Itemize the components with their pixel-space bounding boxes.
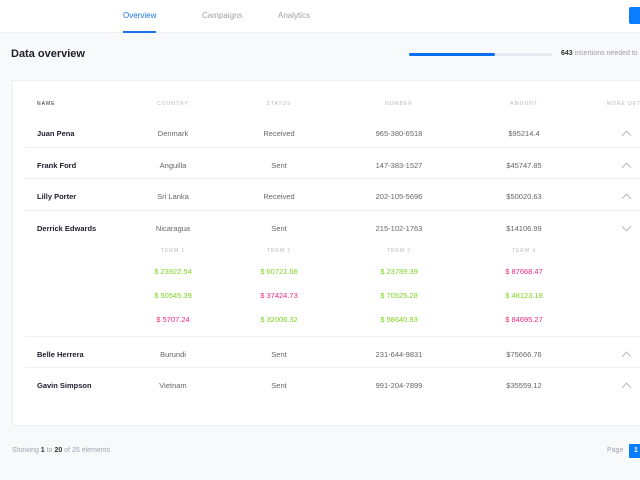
row-divider (25, 367, 640, 368)
insertions-text: 643 insertions needed to (561, 50, 638, 57)
progress-bar (409, 53, 552, 56)
cell-country: Sri Lanka (157, 192, 189, 201)
cell-status: Sent (271, 160, 287, 170)
column-header: COUNTRY (157, 101, 189, 107)
term-header: TERM 3 (386, 247, 412, 254)
cell-number: 215-102-1763 (375, 223, 423, 233)
top-nav: Overview Campaigns Analytics (0, 0, 640, 33)
tab-analytics[interactable]: Analytics (278, 11, 311, 20)
cell-name: Frank Ford (37, 160, 77, 170)
cell-number: 991-204-7899 (375, 381, 423, 390)
tab-campaigns[interactable]: Campaigns (202, 11, 243, 20)
progress-fill (409, 53, 495, 56)
showing-label: Showing (12, 447, 41, 454)
page-title: Data overview (11, 48, 85, 60)
pagination-info: Showing 1 to 20 of 25 elements (12, 447, 110, 454)
page-label: Page (607, 447, 624, 454)
chevron-up-icon[interactable] (621, 193, 632, 204)
cell-status: Sent (271, 381, 287, 390)
cell-country: Nicaragua (155, 223, 191, 233)
cell-country: Anguilla (159, 160, 187, 170)
tab-overview[interactable]: Overview (123, 11, 157, 33)
cell-number: 965-380-6518 (375, 129, 423, 138)
column-header: AMOUNT (510, 101, 538, 107)
total-label: of 25 elements (62, 447, 111, 454)
cell-amount: $50020.63 (506, 192, 542, 201)
to-value: 20 (54, 447, 63, 454)
cell-number: 231-644-9831 (375, 349, 423, 359)
term-header: TERM 2 (266, 247, 292, 254)
column-header: NUMBER (385, 101, 413, 107)
to-label: to (44, 447, 55, 454)
cell-amount: $95214.4 (508, 129, 540, 138)
term-value: $ 87668.47 (505, 266, 543, 276)
insertions-count: 643 (561, 50, 573, 57)
term-value: $ 60721.66 (260, 266, 298, 276)
column-header: STATUS (266, 101, 292, 107)
cell-name: Derrick Edwards (37, 223, 97, 233)
primary-button[interactable] (629, 7, 640, 24)
insertions-label: insertions needed to (572, 50, 638, 57)
term-header: TERM 1 (160, 247, 186, 254)
cell-status: Sent (271, 349, 287, 359)
cell-amount: $75666.76 (506, 349, 542, 359)
from-value: 1 (40, 447, 45, 454)
chevron-up-icon[interactable] (621, 351, 632, 361)
row-divider (25, 146, 640, 148)
chevron-up-icon[interactable] (621, 382, 632, 393)
cell-country: Vietnam (159, 381, 187, 390)
data-table: NAME COUNTRY STATUS NUMBER AMOUNT MORE DETA Ju… (12, 80, 640, 426)
cell-number: 147-383-1527 (375, 160, 423, 170)
term-value: $ 32006.32 (260, 314, 298, 324)
term-value: $ 70525.28 (380, 290, 418, 300)
term-header: TERM 4 (511, 247, 537, 254)
term-value: $ 23922.54 (154, 266, 192, 276)
cell-status: Received (263, 129, 295, 138)
term-value: $ 50545.39 (154, 290, 192, 300)
term-value: $ 58640.93 (380, 314, 418, 324)
chevron-down-icon[interactable] (621, 221, 632, 231)
cell-name: Lilly Porter (37, 192, 77, 201)
cell-amount: $14106.99 (506, 223, 542, 233)
chevron-up-icon[interactable] (621, 130, 632, 141)
term-value: $ 48123.18 (505, 290, 543, 300)
cell-country: Denmark (157, 129, 189, 138)
cell-status: Sent (271, 223, 287, 233)
cell-country: Burundi (160, 349, 186, 359)
chevron-up-icon[interactable] (621, 162, 632, 172)
cell-number: 202-105-5696 (375, 192, 423, 201)
cell-name: Juan Pena (37, 129, 75, 138)
cell-name: Gavin Simpson (37, 381, 92, 390)
term-value: $ 5707.24 (156, 314, 190, 324)
term-value: $ 84695.27 (505, 314, 543, 324)
cell-status: Received (263, 192, 295, 201)
term-value: $ 37424.73 (260, 290, 298, 300)
term-value: $ 23789.39 (380, 266, 418, 276)
page-button-1[interactable]: 1 (629, 444, 640, 458)
cell-amount: $35559.12 (506, 381, 542, 390)
row-divider (25, 178, 640, 179)
column-header: MORE DETA (606, 101, 640, 107)
row-divider (25, 209, 640, 211)
column-header: NAME (37, 101, 56, 107)
row-divider (25, 335, 640, 337)
cell-name: Belle Herrera (37, 349, 84, 359)
cell-amount: $45747.85 (506, 160, 542, 170)
